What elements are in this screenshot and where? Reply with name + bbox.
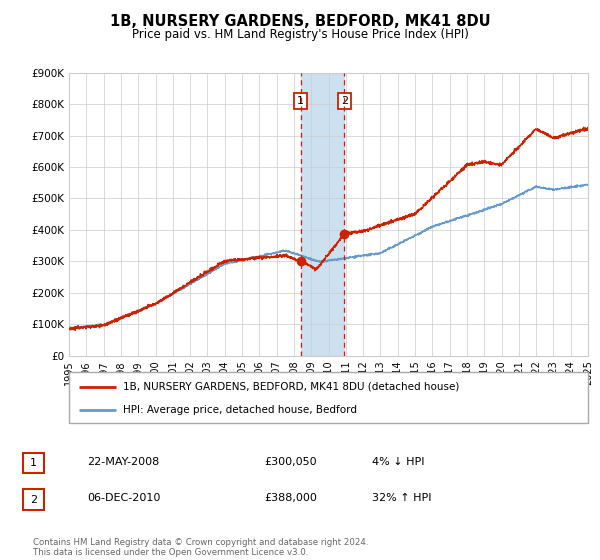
Text: 1: 1 bbox=[297, 96, 304, 106]
Text: Contains HM Land Registry data © Crown copyright and database right 2024.
This d: Contains HM Land Registry data © Crown c… bbox=[33, 538, 368, 557]
Text: £300,050: £300,050 bbox=[264, 457, 317, 467]
Text: £388,000: £388,000 bbox=[264, 493, 317, 503]
Text: HPI: Average price, detached house, Bedford: HPI: Average price, detached house, Bedf… bbox=[124, 405, 358, 415]
Text: 2: 2 bbox=[30, 494, 37, 505]
Text: 4% ↓ HPI: 4% ↓ HPI bbox=[372, 457, 425, 467]
Text: 06-DEC-2010: 06-DEC-2010 bbox=[87, 493, 160, 503]
Text: 2: 2 bbox=[341, 96, 348, 106]
Text: 1: 1 bbox=[30, 458, 37, 468]
Text: 22-MAY-2008: 22-MAY-2008 bbox=[87, 457, 159, 467]
Text: Price paid vs. HM Land Registry's House Price Index (HPI): Price paid vs. HM Land Registry's House … bbox=[131, 28, 469, 41]
Text: 1B, NURSERY GARDENS, BEDFORD, MK41 8DU (detached house): 1B, NURSERY GARDENS, BEDFORD, MK41 8DU (… bbox=[124, 381, 460, 391]
Text: 32% ↑ HPI: 32% ↑ HPI bbox=[372, 493, 431, 503]
Bar bbox=[301, 73, 344, 356]
Text: 1B, NURSERY GARDENS, BEDFORD, MK41 8DU: 1B, NURSERY GARDENS, BEDFORD, MK41 8DU bbox=[110, 14, 490, 29]
